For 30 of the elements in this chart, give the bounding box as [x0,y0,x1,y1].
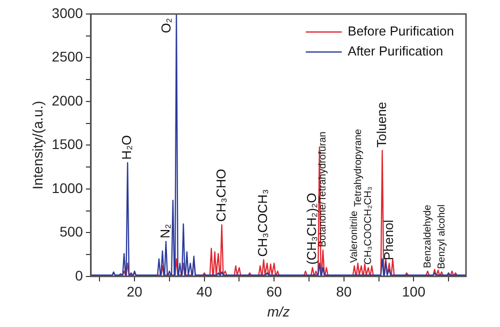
y-tick-label: 1500 [52,136,84,152]
y-axis-title: Intensity/(a.u.) [29,100,46,190]
y-tick-label: 2500 [52,48,84,65]
x-axis-title: m/z [267,303,290,320]
annotation: Phenol [380,220,396,260]
annotation: O₂ [158,18,174,34]
annotation: Benzaldehyde [422,204,434,268]
annotation: CH₃COCH₃ [255,189,270,257]
annotation: H₂O [119,135,134,160]
x-tick-label: 20 [126,284,143,300]
annotation: Tetrahydropyrane [353,128,364,207]
x-tick-label: 40 [196,284,212,300]
y-tick-label: 3000 [52,4,84,21]
annotation: Botanone/Tetrahydrofuran [318,132,329,248]
y-tick-label: 0 [75,267,84,284]
annotation: Benzyl alcohol [436,204,448,270]
legend-label: Before Purification [348,24,454,39]
legend-label: After Purification [348,44,444,59]
annotation: CH₃COOCH₂CH₃ [363,186,374,265]
annotation: Valeronitrile [349,210,360,263]
x-tick-label: 60 [266,284,282,300]
x-tick-label: 100 [402,284,426,300]
y-tick-label: 1000 [52,180,84,196]
annotation: CH₃CHO [213,168,228,222]
x-tick-label: 80 [336,284,352,300]
annotation: Toluene [374,102,389,148]
annotation: (CH₃CH₂)₂O [304,192,320,265]
annotation: N₂ [158,224,173,238]
y-tick-label: 2000 [52,92,84,108]
y-tick-label: 500 [60,224,84,240]
